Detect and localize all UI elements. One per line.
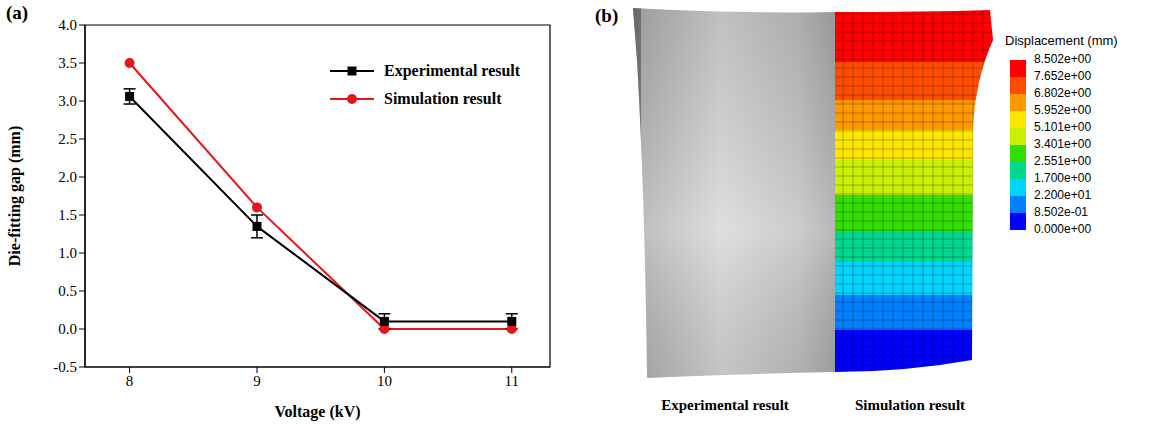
svg-text:11: 11 [505,373,519,389]
svg-text:10: 10 [377,373,392,389]
svg-text:8.502e-01: 8.502e-01 [1034,205,1088,219]
svg-text:0.0: 0.0 [58,321,77,337]
svg-text:2.0: 2.0 [58,169,77,185]
html-text:Simulation result: Simulation result [384,90,502,107]
svg-text:8.502e+00: 8.502e+00 [1034,52,1091,66]
svg-text:1.0: 1.0 [58,245,77,261]
svg-text:6.802e+00: 6.802e+00 [1034,86,1091,100]
svg-text:0.000e+00: 0.000e+00 [1034,222,1091,236]
svg-text:(b): (b) [595,5,618,27]
svg-text:Experimental result: Experimental result [661,397,789,413]
svg-text:Displacement (mm): Displacement (mm) [1005,33,1118,48]
svg-text:5.952e+00: 5.952e+00 [1034,103,1091,117]
svg-text:4.0: 4.0 [58,17,77,33]
svg-text:9: 9 [253,373,261,389]
svg-text:5.101e+00: 5.101e+00 [1034,120,1091,134]
svg-text:8: 8 [126,373,134,389]
svg-text:2.200e+01: 2.200e+01 [1034,188,1091,202]
svg-text:2.551e+00: 2.551e+00 [1034,154,1091,168]
html-text:Experimental result: Experimental result [384,62,521,79]
svg-text:3.401e+00: 3.401e+00 [1034,137,1091,151]
html-text:(a): (a) [6,2,29,23]
svg-text:-0.5: -0.5 [53,359,77,375]
svg-text:3.5: 3.5 [58,55,77,71]
svg-text:3.0: 3.0 [58,93,77,109]
svg-text:1.5: 1.5 [58,207,77,223]
svg-text:0.5: 0.5 [58,283,77,299]
svg-text:Die-fitting gap (mm): Die-fitting gap (mm) [6,126,24,266]
svg-text:2.5: 2.5 [58,131,77,147]
svg-text:1.700e+00: 1.700e+00 [1034,171,1091,185]
svg-text:Voltage (kV): Voltage (kV) [274,403,360,421]
svg-text:7.652e+00: 7.652e+00 [1034,69,1091,83]
svg-text:Simulation result: Simulation result [855,397,965,413]
